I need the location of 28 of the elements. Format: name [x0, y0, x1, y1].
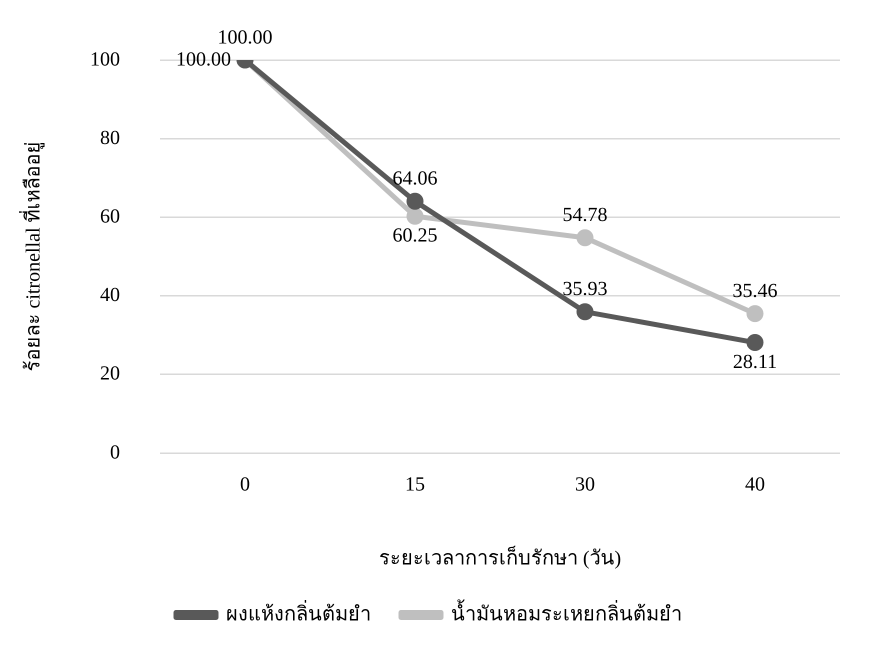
y-axis-title: ร้อยละ citronellal ที่เหลืออยู่: [18, 141, 46, 372]
y-tick-label: 60: [100, 205, 120, 228]
point: [746, 305, 764, 322]
point: [746, 334, 764, 352]
x-tick-label: 0: [240, 473, 250, 496]
data-label: 28.11: [732, 350, 778, 373]
data-label: 35.46: [732, 280, 778, 302]
data-label: 60.25: [392, 224, 438, 246]
y-tick-label: 0: [110, 441, 120, 464]
x-axis-title: ระยะเวลาการเก็บรักษา (วัน): [378, 544, 622, 570]
y-tick-label: 100: [90, 48, 120, 70]
data-label: 100.00: [218, 26, 272, 48]
point: [406, 208, 424, 225]
y-tick-label: 20: [100, 362, 120, 385]
x-tick-label: 40: [745, 473, 765, 496]
point: [406, 192, 424, 210]
data-label: 35.93: [562, 278, 608, 300]
y-tick-label: 80: [100, 126, 120, 149]
data-label: 54.78: [562, 204, 608, 226]
point: [576, 303, 594, 320]
legend-label: ผงแห้งกลิ่นต้มยำ: [226, 599, 371, 626]
x-tick-label: 30: [575, 473, 595, 496]
data-label: 100.00: [176, 48, 231, 70]
point: [576, 229, 594, 246]
legend-label: น้ำมันหอมระเหยกลิ่นต้มยำ: [451, 599, 682, 626]
data-label: 64.06: [392, 167, 438, 190]
x-tick-label: 15: [405, 473, 425, 496]
y-tick-label: 40: [100, 284, 120, 306]
